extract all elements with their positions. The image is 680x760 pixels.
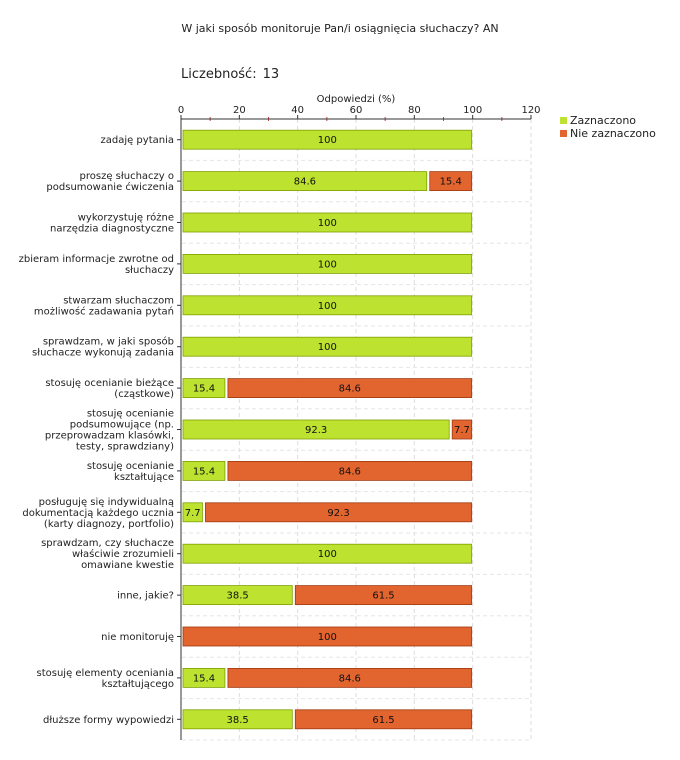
data-label-not-selected-7: 7.7 xyxy=(454,425,470,436)
category-label-4-1: możliwość zadawania pytań xyxy=(34,305,174,317)
category-label-1-0: proszę słuchaczy o xyxy=(80,171,174,182)
chart-title: W jaki sposób monitoruje Pan/i osiągnięc… xyxy=(181,22,499,35)
bar-not-selected-9 xyxy=(205,502,473,523)
legend-swatch-not-selected xyxy=(560,130,567,137)
data-label-selected-3: 100 xyxy=(318,259,337,270)
data-label-not-selected-8: 84.6 xyxy=(339,466,361,477)
x-tick-label-0: 0 xyxy=(178,105,184,116)
category-label-6-1: (cząstkowe) xyxy=(114,389,174,400)
bar-not-selected-8 xyxy=(227,460,473,481)
bar-selected-9 xyxy=(182,502,203,523)
legend-label-selected: Zaznaczono xyxy=(570,114,636,127)
category-label-2-0: wykorzystuję różne xyxy=(78,212,174,224)
data-label-selected-1: 84.6 xyxy=(294,177,316,188)
data-label-selected-6: 15.4 xyxy=(193,384,215,395)
data-label-not-selected-14: 61.5 xyxy=(372,715,394,726)
data-label-not-selected-9: 92.3 xyxy=(327,508,349,519)
x-tick-label-20: 20 xyxy=(233,105,246,116)
data-label-selected-10: 100 xyxy=(318,549,337,560)
data-label-selected-9: 7.7 xyxy=(185,508,201,519)
category-label-13-0: stosuję elementy oceniania xyxy=(37,668,175,679)
bar-selected-2 xyxy=(182,212,473,233)
category-label-1-1: podsumowanie ćwiczenia xyxy=(46,181,174,193)
legend-swatch-selected xyxy=(560,117,567,124)
category-label-5-0: sprawdzam, w jaki sposób xyxy=(43,336,174,348)
bar-selected-7 xyxy=(182,419,450,440)
category-label-8-0: stosuję ocenianie xyxy=(87,461,174,472)
bar-selected-10 xyxy=(182,543,473,564)
bar-selected-5 xyxy=(182,336,473,357)
x-tick-label-80: 80 xyxy=(408,105,421,116)
bar-selected-13 xyxy=(182,668,226,688)
bar-selected-3 xyxy=(182,253,473,274)
data-label-selected-4: 100 xyxy=(318,301,337,312)
x-tick-label-120: 120 xyxy=(521,105,540,116)
data-label-selected-0: 100 xyxy=(318,135,337,146)
category-label-8-1: kształtujące xyxy=(114,472,174,483)
bar-selected-11 xyxy=(182,585,293,605)
bar-not-selected-11 xyxy=(294,585,473,605)
bar-selected-1 xyxy=(182,171,428,192)
category-label-7-0: stosuję ocenianie xyxy=(87,409,174,420)
category-label-7-2: przeprowadzam klasówki, xyxy=(45,430,174,442)
bar-selected-0 xyxy=(182,129,473,150)
category-label-13-1: kształtującego xyxy=(102,679,174,690)
category-label-7-1: podsumowujące (np. xyxy=(70,420,174,431)
category-label-7-3: testy, sprawdziany) xyxy=(76,442,174,453)
category-label-14-0: dłuższe formy wypowiedzi xyxy=(43,715,174,726)
category-label-2-1: narzędzia diagnostyczne xyxy=(50,224,174,235)
data-label-selected-11: 38.5 xyxy=(227,591,249,602)
category-label-3-0: zbieram informacje zwrotne od xyxy=(19,254,174,265)
category-label-10-1: właściwie zrozumieli xyxy=(72,548,174,560)
bar-selected-8 xyxy=(182,460,226,481)
data-label-not-selected-13: 84.6 xyxy=(339,673,361,684)
bar-selected-4 xyxy=(182,295,473,316)
category-label-5-1: słuchacze wykonują zadania xyxy=(32,348,174,359)
category-label-9-1: dokumentacją każdego ucznia xyxy=(22,508,174,519)
category-label-3-1: słuchaczy xyxy=(125,265,174,276)
bar-not-selected-13 xyxy=(227,668,473,688)
x-tick-label-100: 100 xyxy=(463,105,482,116)
bar-not-selected-12 xyxy=(182,626,473,647)
sample-count: Liczebność: 13 xyxy=(181,67,279,82)
bar-not-selected-6 xyxy=(227,378,473,399)
category-label-0-0: zadaję pytania xyxy=(100,135,174,146)
bar-not-selected-7 xyxy=(451,419,473,440)
data-label-not-selected-11: 61.5 xyxy=(372,591,394,602)
category-label-12-0: nie monitoruję xyxy=(101,632,174,643)
data-label-selected-7: 92.3 xyxy=(305,425,327,436)
category-label-9-0: posługuję się indywidualną xyxy=(39,497,174,508)
data-label-selected-13: 15.4 xyxy=(193,673,215,684)
data-label-not-selected-1: 15.4 xyxy=(440,177,462,188)
count-label: Liczebność: xyxy=(181,67,257,82)
data-label-not-selected-6: 84.6 xyxy=(339,384,361,395)
x-tick-label-40: 40 xyxy=(291,105,304,116)
data-label-not-selected-12: 100 xyxy=(318,632,337,643)
category-label-10-0: sprawdzam, czy słuchacze xyxy=(41,538,174,549)
data-label-selected-2: 100 xyxy=(318,218,337,229)
category-label-9-2: (karty diagnozy, portfolio) xyxy=(44,519,174,530)
x-tick-label-60: 60 xyxy=(350,105,363,116)
x-axis-title: Odpowiedzi (%) xyxy=(317,94,396,105)
data-label-selected-5: 100 xyxy=(318,342,337,353)
bar-selected-6 xyxy=(182,378,226,399)
data-label-selected-8: 15.4 xyxy=(193,466,215,477)
bar-selected-14 xyxy=(182,709,293,730)
count-value: 13 xyxy=(262,67,280,82)
category-label-10-2: omawiane kwestie xyxy=(81,560,174,571)
bar-not-selected-14 xyxy=(294,709,473,730)
data-label-selected-14: 38.5 xyxy=(227,715,249,726)
category-label-4-0: stwarzam słuchaczom xyxy=(63,295,174,306)
category-label-6-0: stosuję ocenianie bieżące xyxy=(45,378,174,389)
bar-not-selected-1 xyxy=(429,171,473,192)
legend-label-not-selected: Nie zaznaczono xyxy=(570,127,656,140)
category-label-11-0: inne, jakie? xyxy=(117,591,174,602)
